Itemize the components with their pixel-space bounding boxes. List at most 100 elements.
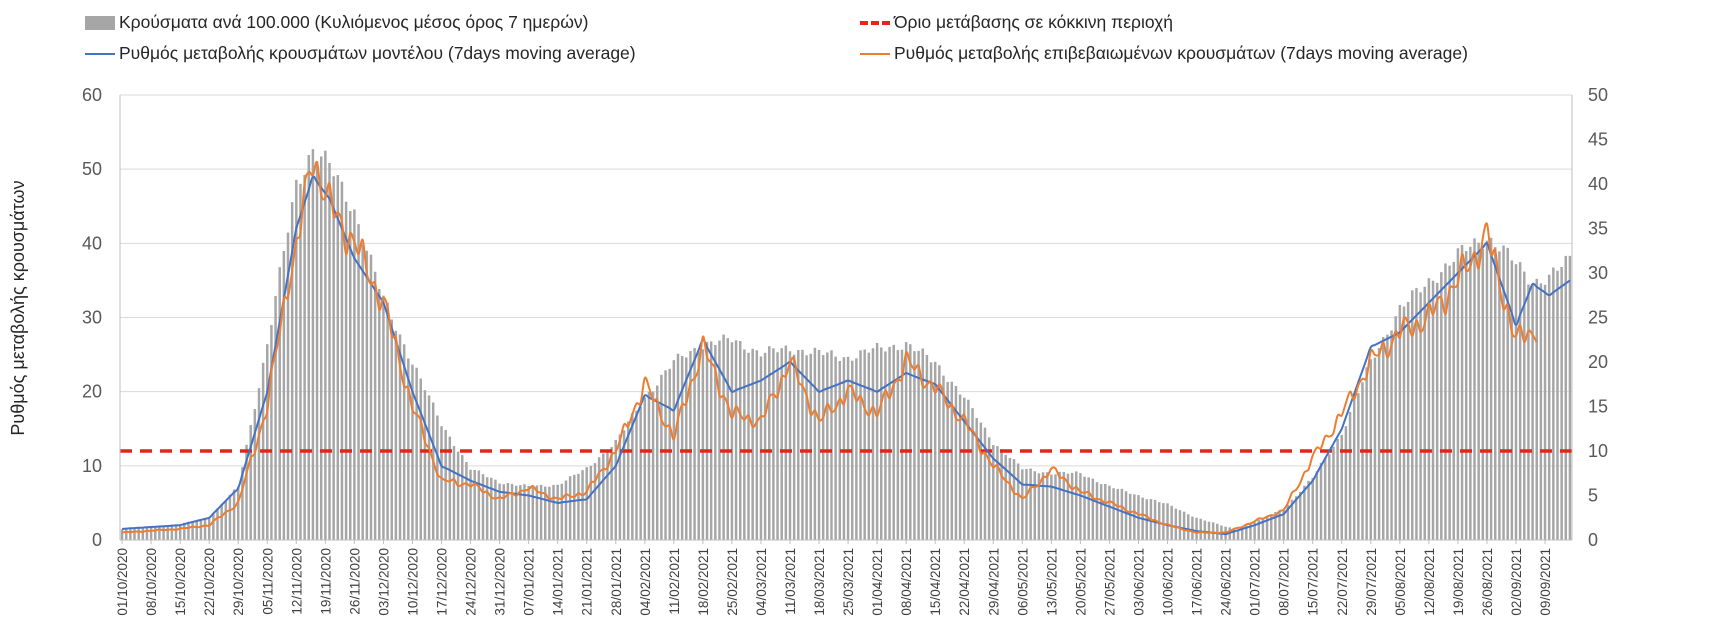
bar (1518, 262, 1522, 540)
bar (1348, 411, 1352, 540)
bar (1547, 274, 1551, 540)
x-tick-label: 06/05/2021 (1015, 548, 1030, 616)
bar (448, 436, 452, 540)
bar (755, 350, 759, 540)
bar (589, 465, 593, 540)
bar (1079, 473, 1082, 540)
bar (618, 434, 622, 540)
bar (647, 392, 651, 540)
bar (1328, 454, 1331, 540)
bar (763, 352, 767, 540)
axes (119, 95, 1573, 541)
y-right-tick-label: 15 (1588, 397, 1608, 417)
line-series (121, 160, 1571, 536)
x-tick-label: 11/02/2021 (667, 548, 682, 615)
bar (1402, 306, 1406, 540)
bar (178, 524, 182, 540)
bar (1216, 523, 1219, 540)
bar (1083, 476, 1086, 540)
bar (780, 348, 783, 540)
bar (689, 351, 692, 540)
bar (431, 402, 435, 540)
bar (402, 344, 406, 540)
bar (610, 447, 613, 540)
x-tick-label: 22/07/2021 (1335, 548, 1350, 616)
bar (299, 183, 302, 541)
bar (581, 470, 584, 540)
bar (1170, 505, 1173, 540)
y-right-tick-label: 0 (1588, 530, 1598, 550)
bar (1203, 520, 1207, 540)
bar (1448, 265, 1451, 540)
bar (427, 395, 431, 540)
x-tick-label: 25/03/2021 (841, 548, 856, 616)
legend-label-model: Ρυθμός μεταβολής κρουσμάτων μοντέλου (7d… (119, 43, 636, 63)
x-tick-label: 01/07/2021 (1248, 548, 1263, 616)
bar (290, 202, 294, 540)
bar (207, 518, 211, 540)
bar (324, 150, 327, 541)
bar (593, 463, 597, 540)
bar (792, 354, 796, 540)
legend-item-confirmed: Ρυθμός μεταβολής επιβεβαιωμένων κρουσμάτ… (860, 43, 1468, 64)
bar (407, 358, 410, 540)
bar (490, 477, 493, 540)
bar (834, 356, 837, 540)
bar (1377, 348, 1381, 540)
bar (444, 429, 447, 540)
bar (1427, 278, 1431, 540)
bar (220, 504, 223, 540)
bar (971, 408, 974, 540)
bar (821, 355, 825, 540)
bar (788, 351, 792, 540)
bar (145, 527, 149, 540)
bar (826, 352, 829, 540)
bar (738, 340, 742, 540)
bar (797, 350, 800, 540)
bar (1290, 499, 1294, 540)
bar (1469, 246, 1472, 540)
bar (465, 462, 468, 540)
bar (1058, 471, 1061, 540)
bar (950, 381, 954, 540)
bar (141, 527, 145, 540)
y-left-tick-label: 50 (82, 159, 102, 179)
x-tick-label: 07/01/2021 (522, 548, 537, 616)
bar (967, 399, 970, 540)
bar (813, 347, 817, 540)
bar (386, 302, 389, 540)
y-left-tick-label: 60 (82, 85, 102, 105)
y-left-tick-label: 40 (82, 233, 102, 253)
bar (506, 483, 510, 540)
bar (1568, 255, 1572, 540)
bar (1157, 502, 1161, 540)
bar (817, 349, 821, 540)
bar (162, 525, 165, 540)
bar (133, 528, 136, 540)
bar (1415, 288, 1418, 540)
x-tick-label: 11/03/2021 (783, 548, 798, 615)
bar (668, 368, 671, 540)
bar (573, 474, 576, 540)
bar (514, 485, 518, 540)
bar (1174, 508, 1178, 540)
bar (1099, 484, 1103, 540)
bar (714, 345, 717, 540)
bar (129, 528, 132, 540)
bar (759, 356, 763, 540)
bar (768, 346, 771, 540)
bar (241, 467, 244, 540)
bar (228, 494, 232, 540)
bar (925, 354, 929, 540)
bar (1444, 263, 1447, 540)
y-right-tick-label: 35 (1588, 219, 1608, 239)
bar (270, 325, 273, 540)
bar (494, 479, 497, 540)
x-tick-label: 03/12/2020 (376, 548, 391, 616)
bar (726, 338, 730, 540)
bar (664, 370, 667, 540)
bar (295, 179, 298, 540)
bar (232, 489, 236, 540)
bar (1552, 267, 1555, 540)
